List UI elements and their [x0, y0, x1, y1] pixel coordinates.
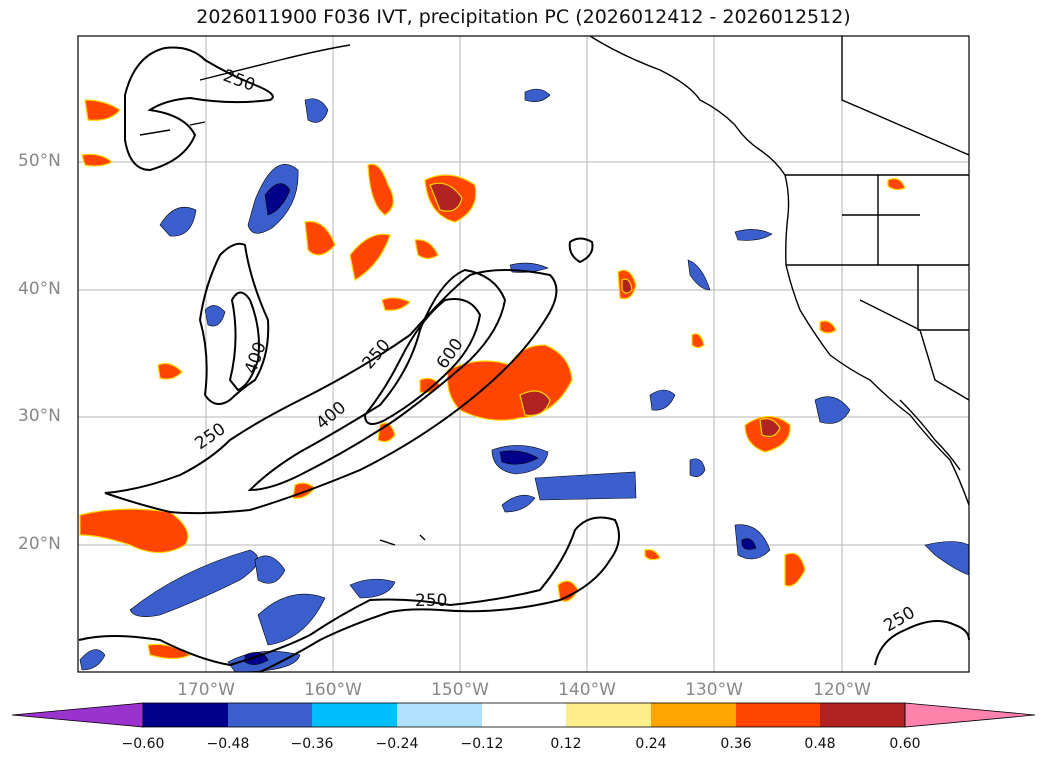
lat-label-40: 40°N	[18, 279, 61, 299]
neg-blob	[254, 555, 286, 584]
pos-blob	[367, 163, 394, 216]
colorbar-segment	[566, 703, 651, 727]
map-border	[77, 35, 970, 673]
gridlines	[78, 36, 969, 672]
contour-label: 250	[415, 591, 447, 611]
colorbar-segment	[820, 703, 905, 727]
contour-250-west	[198, 242, 270, 405]
neg-blob	[534, 471, 637, 501]
contour-small	[568, 237, 594, 264]
colorbar-tick: −0.48	[206, 736, 250, 752]
state-border	[859, 299, 970, 401]
baja-coast	[899, 399, 961, 471]
lat-label-30: 30°N	[18, 406, 61, 426]
pos-blob	[81, 153, 114, 167]
colorbar-segment	[312, 703, 397, 727]
neg-blob	[349, 578, 396, 599]
neg-blob	[304, 98, 329, 123]
north-america-coast	[589, 35, 970, 506]
neg-blob	[524, 88, 551, 102]
lon-label-160: 160°W	[304, 680, 362, 700]
coastlines	[139, 35, 970, 546]
colorbar-tick: −0.36	[290, 736, 334, 752]
pos-blob	[414, 239, 439, 260]
colorbar-tick: −0.12	[460, 736, 504, 752]
contour-250-east	[874, 620, 970, 666]
colorbar-tick: 0.48	[804, 736, 836, 752]
lon-label-170: 170°W	[177, 680, 235, 700]
hawaii-islands	[379, 534, 426, 546]
pos-blob	[84, 99, 121, 121]
pos-blob	[79, 508, 189, 554]
pos-blob	[349, 233, 391, 281]
contour-400	[247, 268, 507, 492]
colorbar-outline	[142, 702, 906, 728]
pos-blob	[304, 220, 336, 256]
neg-blob	[159, 206, 197, 237]
colorbar-tick: 0.24	[635, 736, 667, 752]
lat-label-20: 20°N	[18, 534, 61, 554]
contour-250	[104, 269, 558, 515]
lon-label-140: 140°W	[558, 680, 616, 700]
colorbar-extend-max	[904, 702, 1036, 728]
neg-blob	[687, 259, 711, 291]
pos-blob	[759, 418, 781, 438]
contour-250-north	[124, 46, 274, 172]
pos-blob	[429, 182, 463, 212]
canada-border	[841, 36, 970, 156]
neg-blob	[79, 649, 106, 671]
positive-anomaly-areas	[79, 99, 906, 660]
neg-blob	[689, 458, 706, 477]
colorbar-tick: 0.12	[550, 736, 582, 752]
negative-anomaly-areas	[79, 88, 970, 673]
neg-blob	[649, 389, 676, 411]
pos-blob	[819, 320, 837, 334]
map-title: 2026011900 F036 IVT, precipitation PC (2…	[196, 6, 851, 28]
colorbar-segment	[397, 703, 482, 727]
neg-blob	[501, 494, 536, 513]
neg-blob	[129, 549, 259, 617]
colorbar-extend-min	[11, 702, 144, 728]
colorbar-segment	[651, 703, 736, 727]
pos-blob	[157, 362, 183, 380]
neg-blob	[734, 229, 773, 241]
neg-blob	[264, 183, 291, 216]
pos-blob	[784, 552, 806, 587]
colorbar-tick: 0.36	[720, 736, 752, 752]
pos-blob	[621, 278, 633, 294]
lon-label-120: 120°W	[813, 680, 871, 700]
aleutian-islands	[139, 121, 206, 136]
colorbar-tick: −0.60	[121, 736, 165, 752]
pos-blob	[691, 333, 705, 349]
contour-600	[363, 298, 482, 425]
pos-blob	[644, 549, 661, 561]
colorbar-segment	[228, 703, 312, 727]
lon-label-150: 150°W	[431, 680, 489, 700]
colorbar-tick: 0.60	[889, 736, 921, 752]
colorbar-segment	[736, 703, 820, 727]
ivt-contours	[78, 46, 970, 673]
colorbar-segment	[143, 703, 228, 727]
neg-blob	[741, 538, 757, 550]
pos-blob	[381, 297, 412, 311]
aleutian-coast	[199, 44, 351, 81]
state-border	[917, 265, 969, 331]
neg-blob	[257, 593, 326, 646]
pos-blob	[887, 178, 906, 191]
pos-blob	[519, 390, 551, 417]
lat-label-50: 50°N	[18, 151, 61, 171]
neg-blob	[814, 396, 851, 424]
lon-label-130: 130°W	[685, 680, 743, 700]
neg-blob	[499, 450, 539, 465]
contour-250-south	[78, 516, 620, 673]
pos-blob	[147, 643, 192, 660]
colorbar-segment	[482, 703, 566, 727]
colorbar-tick: −0.24	[375, 736, 419, 752]
contour-400-west	[228, 291, 260, 392]
colorbar	[11, 702, 1036, 728]
neg-blob	[204, 305, 226, 327]
